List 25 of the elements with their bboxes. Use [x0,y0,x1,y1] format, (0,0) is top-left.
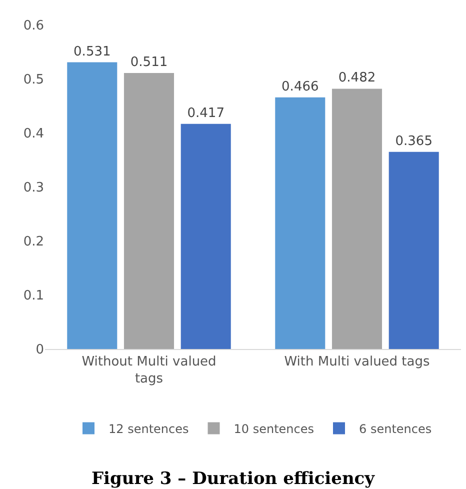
bar [332,88,382,349]
legend-label: 12 sentences [108,422,189,436]
legend-label: 6 sentences [359,422,432,436]
data-label: 0.482 [338,70,376,86]
y-tick-label: 0.2 [23,234,44,250]
bar [388,152,439,349]
legend-label: 10 sentences [234,422,314,436]
y-tick-label: 0.5 [23,72,44,88]
data-label: 0.417 [187,106,224,121]
data-label: 0.365 [395,134,432,149]
y-tick-label: 0.6 [23,18,44,34]
y-tick-label: 0.3 [23,180,44,196]
x-tick-label: With Multi valued tags [284,354,430,370]
y-tick-label: 0.4 [23,126,44,142]
data-label: 0.466 [282,79,319,94]
text: Figure 3 – Duration efficiency [91,469,376,489]
data-label: 0.531 [74,44,111,60]
bar [180,124,231,349]
bar [67,62,118,349]
y-tick-label: 0 [36,342,44,358]
y-tick-label: 0.1 [23,288,44,304]
x-tick-label: Without Multi valued tags [82,354,216,386]
bar [275,97,326,349]
bar [124,73,174,349]
data-label: 0.511 [130,55,168,70]
